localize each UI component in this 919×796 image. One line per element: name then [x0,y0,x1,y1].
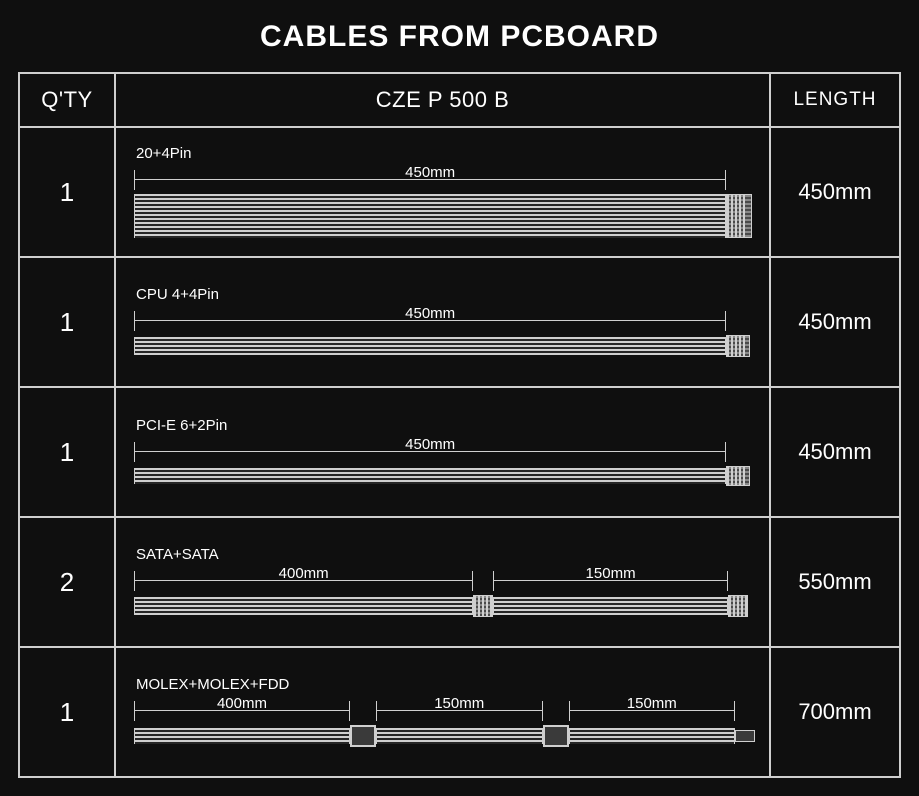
cell-length: 700mm [770,647,900,777]
molex-connector-icon [543,725,569,747]
dimension-label: 450mm [399,305,461,322]
dimension-label: 150mm [428,695,490,712]
dimension-bracket: 450mm [134,440,726,462]
sata-connector-icon [473,595,493,617]
cell-cable-diagram: CPU 4+4Pin 450mm [115,257,770,387]
cell-qty: 1 [19,647,115,777]
dimension-bracket: 150mm [376,699,543,721]
cable-body [134,728,350,744]
cell-cable-diagram: PCI-E 6+2Pin 450mm [115,387,770,517]
eps-connector-icon [726,335,750,357]
cable-body [569,728,736,744]
atx-connector-icon [726,194,752,238]
dimension-bracket: 150mm [493,569,727,591]
cable-type-label: 20+4Pin [134,145,751,162]
dimension-bracket: 400mm [134,699,350,721]
dimension-bracket: 450mm [134,168,726,190]
cable-type-label: SATA+SATA [134,546,751,563]
cell-qty: 1 [19,127,115,257]
col-header-model: CZE P 500 B [115,73,770,127]
page-title: CABLES FROM PCBOARD [18,20,901,54]
dimension-bracket: 150mm [569,699,736,721]
dimension-label: 150mm [580,565,642,582]
cell-cable-diagram: 20+4Pin 450mm [115,127,770,257]
col-header-qty: Q'TY [19,73,115,127]
sata-connector-icon [728,595,748,617]
cable-body [134,194,726,238]
cell-cable-diagram: SATA+SATA 400mm 150mm [115,517,770,647]
cables-table: Q'TY CZE P 500 B LENGTH 120+4Pin450mm450… [18,72,901,778]
cable-type-label: MOLEX+MOLEX+FDD [134,676,751,693]
table-row: 2 SATA+SATA 400mm 150mm 550mm [19,517,900,647]
cell-qty: 1 [19,257,115,387]
dimension-bracket: 450mm [134,309,726,331]
cable-body [134,597,473,615]
cable-body [376,728,543,744]
cable-body [134,337,726,355]
cell-qty: 1 [19,387,115,517]
table-row: 120+4Pin450mm450mm [19,127,900,257]
col-header-length: LENGTH [770,73,900,127]
fddc-connector-icon [735,730,755,742]
cable-body [134,468,726,484]
cell-cable-diagram: MOLEX+MOLEX+FDD400mm150mm150mm [115,647,770,777]
dimension-label: 400mm [273,565,335,582]
cell-length: 550mm [770,517,900,647]
cell-length: 450mm [770,257,900,387]
table-row: 1MOLEX+MOLEX+FDD400mm150mm150mm700mm [19,647,900,777]
dimension-label: 400mm [211,695,273,712]
pcie-connector-icon [726,466,750,486]
molex-connector-icon [350,725,376,747]
dimension-label: 450mm [399,436,461,453]
cable-body [493,597,727,615]
cable-type-label: PCI-E 6+2Pin [134,417,751,434]
dimension-bracket: 400mm [134,569,473,591]
cell-qty: 2 [19,517,115,647]
cell-length: 450mm [770,127,900,257]
dimension-label: 450mm [399,164,461,181]
cell-length: 450mm [770,387,900,517]
table-row: 1CPU 4+4Pin450mm450mm [19,257,900,387]
dimension-label: 150mm [621,695,683,712]
table-row: 1PCI-E 6+2Pin450mm450mm [19,387,900,517]
cable-type-label: CPU 4+4Pin [134,286,751,303]
